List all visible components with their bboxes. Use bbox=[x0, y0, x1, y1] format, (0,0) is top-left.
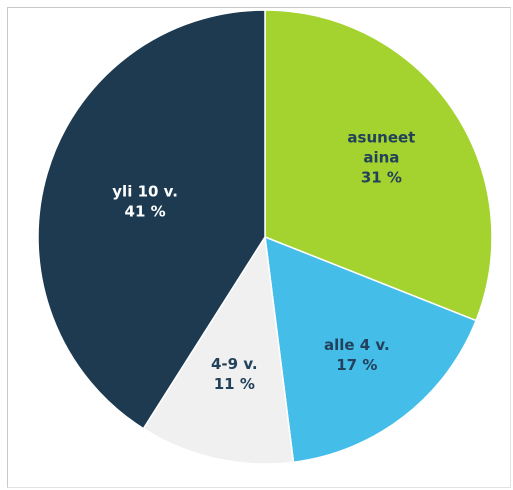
chart-frame bbox=[7, 7, 511, 488]
pie-slice-1-label: alle 4 v. bbox=[324, 336, 390, 354]
pie-slice-2 bbox=[142, 234, 295, 465]
pie-slice-3 bbox=[37, 9, 266, 430]
pie-slice-3-label: yli 10 v. bbox=[112, 183, 178, 201]
pie-slices bbox=[37, 9, 493, 465]
pie-slice-0 bbox=[264, 9, 493, 322]
pie-slice-1 bbox=[264, 235, 478, 464]
pie-slice-1-value-label: 17 % bbox=[336, 356, 377, 374]
pie-slice-2-label: 4-9 v. bbox=[211, 355, 258, 373]
pie-slice-3-value-label: 41 % bbox=[125, 203, 166, 221]
pie-slice-0-label: asuneet bbox=[347, 128, 415, 146]
pie-labels: asuneet aina 31 % alle 4 v. 17 % 4-9 v. 11 % yl… bbox=[112, 128, 415, 392]
pie-slice-0-value-label: 31 % bbox=[361, 168, 402, 186]
pie-slice-0-label: aina bbox=[363, 148, 399, 166]
pie-slice-2-value-label: 11 % bbox=[214, 375, 255, 393]
